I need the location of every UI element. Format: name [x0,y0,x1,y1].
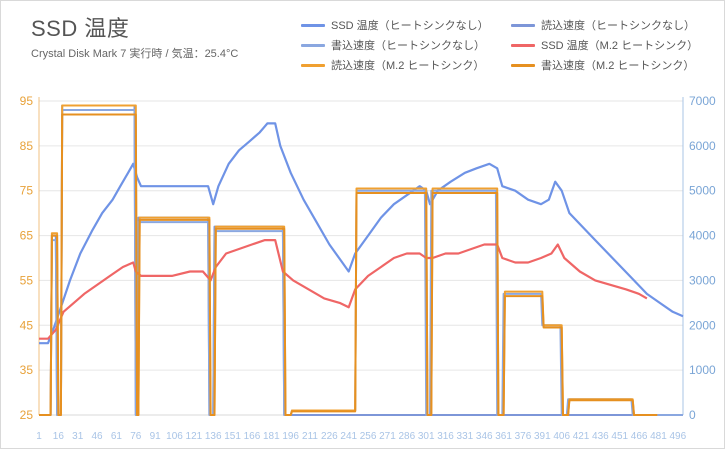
x-tick-label: 196 [282,431,299,442]
x-tick-label: 76 [130,431,142,442]
y-left-tick-label: 85 [20,139,34,153]
legend-label: SSD 温度（M.2 ヒートシンク） [541,40,699,52]
legend-swatch [511,43,535,47]
y-left-tick-label: 45 [20,318,34,332]
legend-item-write-no-heatsink: 書込速度（ヒートシンクなし） [301,37,511,53]
x-tick-label: 91 [150,431,162,442]
legend-swatch [511,63,535,67]
x-tick-label: 46 [92,431,104,442]
x-tick-label: 226 [321,431,338,442]
series-line-4 [39,104,658,416]
y-right-tick-label: 3000 [689,273,716,287]
x-tick-label: 376 [515,431,532,442]
chart-legend: SSD 温度（ヒートシンクなし） 読込速度（ヒートシンクなし） 書込速度（ヒート… [301,17,721,73]
x-tick-label: 61 [111,431,123,442]
x-tick-label: 286 [398,431,415,442]
series-line-3 [39,239,648,340]
x-tick-label: 166 [244,431,261,442]
x-tick-label: 106 [166,431,183,442]
legend-swatch [301,23,325,27]
y-left-tick-label: 75 [20,184,34,198]
x-tick-label: 331 [457,431,474,442]
x-tick-label: 301 [418,431,435,442]
y-right-tick-label: 2000 [689,318,716,332]
x-tick-label: 121 [186,431,203,442]
x-tick-label: 1 [36,431,42,442]
y-right-tick-label: 0 [689,408,696,422]
legend-item-temp-m2-heatsink: SSD 温度（M.2 ヒートシンク） [511,37,721,53]
legend-label: 書込速度（ヒートシンクなし） [331,40,485,52]
legend-item-read-no-heatsink: 読込速度（ヒートシンクなし） [511,17,721,33]
x-tick-label: 241 [340,431,357,442]
legend-label: 読込速度（M.2 ヒートシンク） [331,60,485,72]
chart-subtitle: Crystal Disk Mark 7 実行時 / 気温：25.4°C [31,48,239,60]
legend-label: 読込速度（ヒートシンクなし） [541,20,695,32]
legend-swatch [301,63,325,67]
x-tick-label: 256 [360,431,377,442]
x-tick-label: 181 [263,431,280,442]
legend-label: 書込速度（M.2 ヒートシンク） [541,60,695,72]
y-left-tick-label: 25 [20,408,34,422]
y-right-tick-label: 7000 [689,94,716,108]
x-tick-label: 406 [553,431,570,442]
x-tick-label: 421 [573,431,590,442]
x-tick-label: 451 [611,431,628,442]
y-left-tick-label: 65 [20,229,34,243]
x-tick-label: 271 [379,431,396,442]
x-tick-label: 151 [224,431,241,442]
legend-swatch [301,43,325,47]
x-tick-label: 436 [592,431,609,442]
x-tick-label: 391 [534,431,551,442]
x-tick-label: 16 [53,431,65,442]
y-right-tick-label: 5000 [689,184,716,198]
y-left-tick-label: 55 [20,273,34,287]
y-left-tick-label: 95 [20,94,34,108]
legend-label: SSD 温度（ヒートシンクなし） [331,20,489,32]
legend-item-read-m2-heatsink: 読込速度（M.2 ヒートシンク） [301,57,511,73]
x-tick-label: 316 [437,431,454,442]
y-right-tick-label: 1000 [689,363,716,377]
y-right-tick-label: 6000 [689,139,716,153]
x-tick-label: 481 [650,431,667,442]
x-tick-label: 496 [669,431,686,442]
x-tick-label: 361 [495,431,512,442]
series-line-5 [39,113,658,416]
y-right-tick-label: 4000 [689,229,716,243]
series-line-0 [39,122,684,345]
x-tick-label: 31 [72,431,84,442]
legend-swatch [511,23,535,27]
x-tick-label: 466 [631,431,648,442]
legend-item-temp-no-heatsink: SSD 温度（ヒートシンクなし） [301,17,511,33]
legend-item-write-m2-heatsink: 書込速度（M.2 ヒートシンク） [511,57,721,73]
y-left-tick-label: 35 [20,363,34,377]
chart-title: SSD 温度 [31,16,130,41]
x-tick-label: 211 [302,431,318,442]
x-tick-label: 136 [205,431,222,442]
x-tick-label: 346 [476,431,493,442]
